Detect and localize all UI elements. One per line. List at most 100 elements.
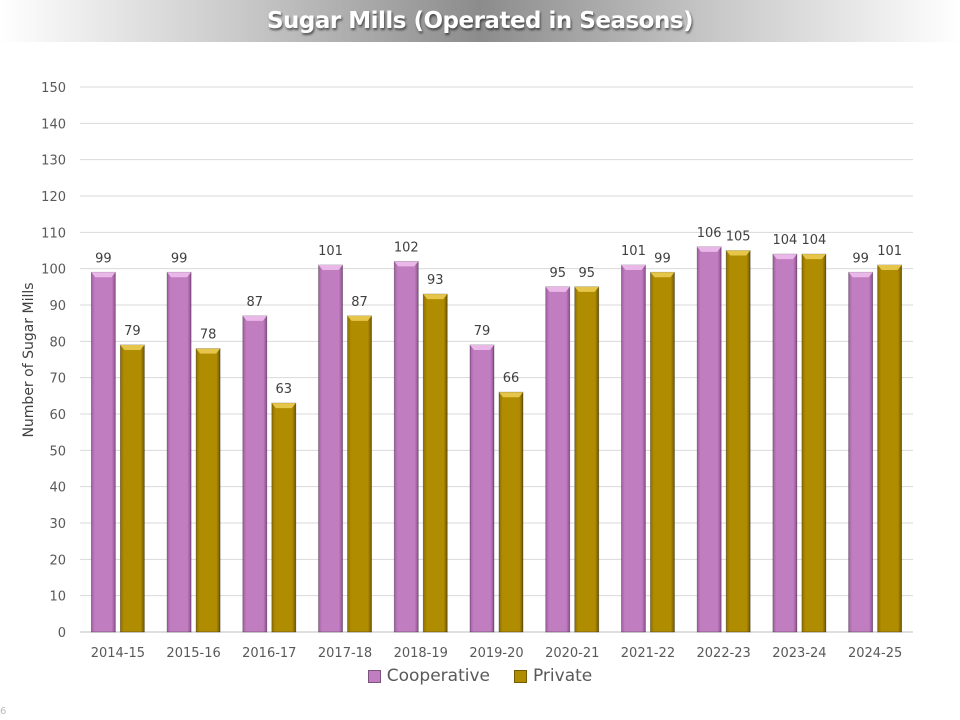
bar-bevel	[196, 348, 221, 354]
bar-bevel	[394, 261, 419, 267]
y-tick-label: 90	[49, 299, 66, 314]
bar-bevel	[848, 272, 873, 278]
data-label-private: 95	[578, 266, 595, 281]
data-label-private: 63	[276, 382, 293, 397]
data-label-private: 79	[124, 324, 141, 339]
y-tick-label: 120	[41, 190, 66, 205]
bar-bevel	[574, 286, 599, 292]
bar-bevel	[167, 272, 192, 278]
y-tick-label: 80	[49, 335, 66, 350]
title-banner: Sugar Mills (Operated in Seasons)	[0, 0, 960, 42]
bar-private	[801, 253, 827, 633]
bar-bevel	[318, 265, 343, 271]
y-tick-label: 140	[41, 117, 66, 132]
bar-bevel	[877, 265, 902, 271]
data-label-private: 78	[200, 328, 217, 343]
bars	[90, 246, 903, 633]
legend-item-private: Private	[513, 666, 593, 686]
data-label-cooperative: 79	[474, 324, 491, 339]
legend-label-cooperative: Cooperative	[386, 666, 490, 686]
x-axis-ticks: 2014-15 2015-16 2016-17 2017-18 2018-19 2019-…	[91, 646, 903, 661]
bar-cooperative	[242, 315, 268, 633]
y-tick-label: 30	[49, 517, 66, 532]
bar-bevel	[423, 294, 448, 300]
y-axis-ticks: 0 10 20 30 40 50 60 70 80 90 100 110 120 130 140 150	[41, 81, 66, 641]
bar-cooperative	[772, 253, 798, 633]
bar-bevel	[91, 272, 116, 278]
legend-item-cooperative: Cooperative	[367, 666, 490, 686]
y-tick-label: 60	[49, 408, 66, 423]
bar-private	[119, 344, 145, 633]
bar-bevel	[347, 315, 372, 321]
data-label-private: 104	[801, 233, 826, 248]
data-label-cooperative: 101	[621, 244, 646, 259]
bar-bevel	[801, 254, 826, 260]
bar-cooperative	[621, 264, 646, 633]
data-label-private: 105	[726, 230, 751, 245]
bar-cooperative	[545, 286, 571, 633]
y-tick-label: 50	[49, 444, 66, 459]
x-tick-label: 2016-17	[242, 646, 296, 661]
data-label-private: 101	[877, 244, 902, 259]
bar-cooperative	[469, 344, 495, 633]
bar-bevel	[499, 392, 523, 398]
y-tick-label: 100	[41, 263, 66, 278]
x-tick-label: 2017-18	[318, 646, 372, 661]
data-label-cooperative: 99	[171, 251, 188, 266]
bar-private	[195, 348, 221, 633]
bar-cooperative	[90, 271, 116, 633]
slide-number: 6	[0, 706, 7, 717]
legend-swatch-private	[513, 669, 527, 683]
x-tick-label: 2021-22	[621, 646, 675, 661]
x-tick-label: 2020-21	[545, 646, 599, 661]
bar-bevel	[242, 315, 267, 321]
bar-bevel	[772, 254, 797, 260]
bar-bevel	[697, 246, 722, 252]
data-label-cooperative: 99	[95, 251, 112, 266]
legend-label-private: Private	[532, 666, 593, 686]
bar-bevel	[545, 286, 570, 292]
data-label-cooperative: 106	[697, 226, 722, 241]
x-tick-label: 2022-23	[697, 646, 751, 661]
bar-bevel	[470, 344, 494, 350]
data-label-cooperative: 104	[772, 233, 797, 248]
legend-swatch-cooperative	[367, 669, 381, 683]
y-tick-label: 20	[49, 553, 66, 568]
x-tick-label: 2015-16	[166, 646, 220, 661]
bar-cooperative	[696, 246, 722, 633]
y-tick-label: 70	[49, 372, 66, 387]
x-tick-label: 2024-25	[848, 646, 902, 661]
x-tick-label: 2018-19	[394, 646, 448, 661]
bar-private	[650, 271, 675, 633]
bar-cooperative	[166, 271, 192, 633]
data-label-cooperative: 87	[247, 295, 264, 310]
data-label-cooperative: 102	[394, 240, 419, 255]
data-label-private: 87	[351, 295, 368, 310]
y-tick-label: 110	[41, 226, 66, 241]
bar-private	[422, 293, 448, 633]
x-tick-label: 2023-24	[772, 646, 826, 661]
bar-private	[347, 315, 372, 633]
y-tick-label: 130	[41, 154, 66, 169]
data-label-private: 66	[503, 371, 520, 386]
data-label-cooperative: 99	[852, 251, 869, 266]
chart-title: Sugar Mills (Operated in Seasons)	[266, 8, 694, 34]
bar-cooperative	[848, 271, 874, 633]
data-label-private: 93	[427, 273, 444, 288]
x-tick-label: 2019-20	[469, 646, 523, 661]
bar-private	[574, 286, 600, 633]
data-label-cooperative: 95	[549, 266, 566, 281]
data-labels: 99 79 99 78 87 63 101 87 102 93 79 66 95 95 101 99 106 10…	[95, 226, 902, 397]
bar-bevel	[650, 272, 675, 278]
legend: Cooperative Private	[0, 666, 960, 686]
data-label-private: 99	[654, 251, 671, 266]
data-label-cooperative: 101	[318, 244, 343, 259]
x-tick-label: 2014-15	[91, 646, 145, 661]
bar-bevel	[271, 403, 296, 409]
y-tick-label: 10	[49, 590, 66, 605]
bar-bevel	[621, 265, 646, 271]
bar-bevel	[726, 250, 751, 256]
bar-cooperative	[393, 260, 419, 633]
bar-private	[725, 250, 751, 633]
